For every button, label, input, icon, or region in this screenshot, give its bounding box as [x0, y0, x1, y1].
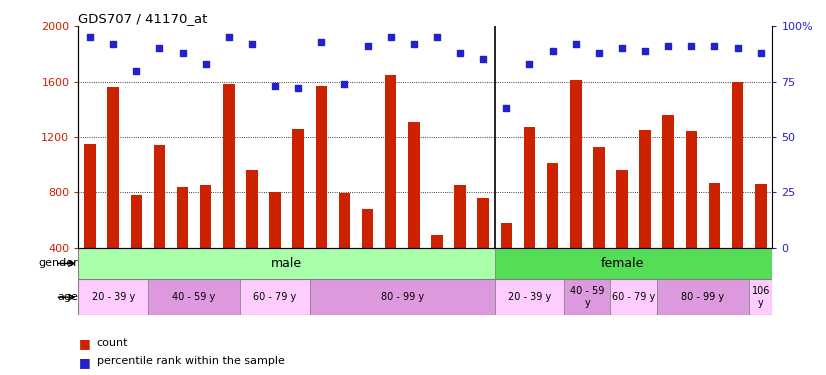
Bar [749, 279, 772, 315]
Text: count: count [97, 338, 128, 348]
Text: female: female [601, 257, 643, 270]
Bar [639, 130, 651, 248]
Bar [686, 131, 697, 248]
Text: ■: ■ [78, 338, 90, 351]
Text: 106
y: 106 y [752, 286, 770, 308]
Text: 20 - 39 y: 20 - 39 y [508, 292, 551, 302]
Bar [200, 184, 211, 248]
Bar [610, 279, 657, 315]
Point [615, 45, 629, 51]
Bar [292, 129, 304, 248]
Point [546, 48, 559, 54]
Bar [269, 192, 281, 248]
Text: 80 - 99 y: 80 - 99 y [381, 292, 424, 302]
Point [107, 41, 120, 47]
Bar [223, 84, 235, 248]
Text: percentile rank within the sample: percentile rank within the sample [97, 356, 284, 366]
Bar [78, 248, 495, 279]
Bar [385, 75, 396, 248]
Point [731, 45, 744, 51]
Point [83, 34, 97, 40]
Text: 20 - 39 y: 20 - 39 y [92, 292, 135, 302]
Bar [431, 235, 443, 248]
Bar [240, 279, 310, 315]
Bar [564, 279, 610, 315]
Point [199, 61, 212, 67]
Bar [547, 163, 558, 248]
Point [592, 50, 605, 56]
Bar [310, 279, 495, 315]
Point [222, 34, 235, 40]
Bar [709, 183, 720, 248]
Bar [616, 170, 628, 248]
Bar [78, 279, 148, 315]
Point [708, 43, 721, 49]
Bar [495, 279, 564, 315]
Point [453, 50, 467, 56]
Bar [454, 184, 466, 248]
Point [315, 39, 328, 45]
Text: 60 - 79 y: 60 - 79 y [612, 292, 655, 302]
Point [638, 48, 652, 54]
Point [569, 41, 582, 47]
Text: age: age [57, 292, 78, 302]
Text: 80 - 99 y: 80 - 99 y [681, 292, 724, 302]
Point [523, 61, 536, 67]
Bar [755, 184, 767, 248]
Point [662, 43, 675, 49]
Text: GDS707 / 41170_at: GDS707 / 41170_at [78, 12, 208, 25]
Point [685, 43, 698, 49]
Bar [657, 279, 749, 315]
Bar [524, 127, 535, 248]
Bar [246, 170, 258, 248]
Point [361, 43, 374, 49]
Point [292, 85, 305, 91]
Bar [593, 147, 605, 248]
Bar [662, 115, 674, 248]
Bar [501, 223, 512, 248]
Text: ■: ■ [78, 356, 90, 369]
Point [754, 50, 767, 56]
Bar [495, 248, 772, 279]
Bar [154, 145, 165, 248]
Text: 40 - 59
y: 40 - 59 y [570, 286, 605, 308]
Point [338, 81, 351, 87]
Bar [107, 87, 119, 248]
Point [268, 83, 282, 89]
Text: gender: gender [38, 258, 78, 268]
Text: 60 - 79 y: 60 - 79 y [254, 292, 297, 302]
Point [130, 68, 143, 74]
Bar [316, 86, 327, 248]
Text: male: male [271, 257, 302, 270]
Bar [131, 195, 142, 248]
Point [407, 41, 420, 47]
Bar [148, 279, 240, 315]
Bar [362, 209, 373, 248]
Bar [570, 80, 582, 248]
Bar [177, 187, 188, 248]
Bar [408, 122, 420, 248]
Bar [477, 198, 489, 248]
Point [384, 34, 397, 40]
Point [153, 45, 166, 51]
Bar [84, 144, 96, 248]
Point [430, 34, 444, 40]
Bar [732, 82, 743, 248]
Bar [339, 193, 350, 248]
Point [477, 56, 490, 62]
Point [176, 50, 189, 56]
Point [500, 105, 513, 111]
Point [245, 41, 259, 47]
Text: 40 - 59 y: 40 - 59 y [173, 292, 216, 302]
